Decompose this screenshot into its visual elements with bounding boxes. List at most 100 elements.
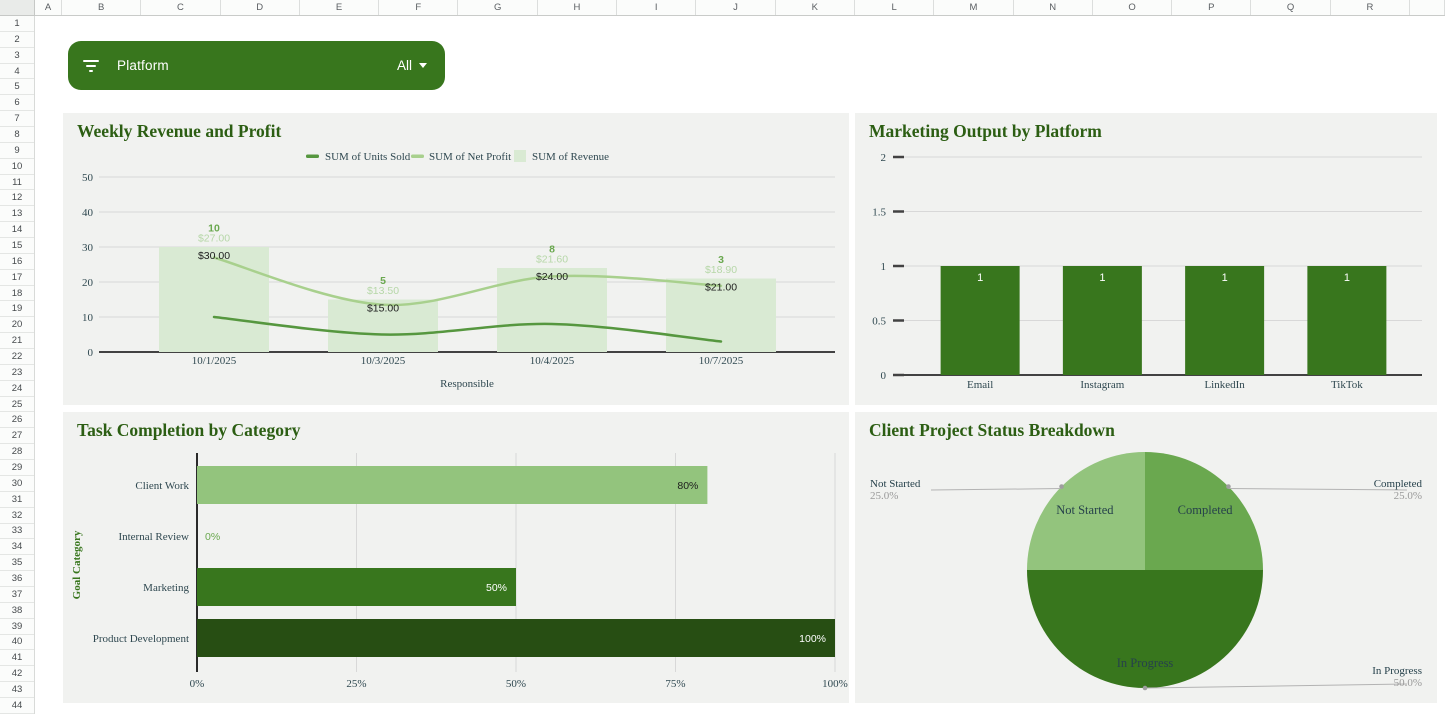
row-header-5[interactable]: 5 [0, 79, 34, 96]
column-header-Q[interactable]: Q [1251, 0, 1331, 15]
x-tick-label: 0% [190, 678, 205, 690]
x-axis-title: Responsible [440, 378, 494, 390]
row-header-8[interactable]: 8 [0, 127, 34, 143]
row-header-41[interactable]: 41 [0, 650, 34, 667]
line-series [212, 256, 723, 307]
filter-value-dropdown[interactable]: All [397, 58, 427, 73]
row-header-33[interactable]: 33 [0, 524, 34, 540]
row-header-37[interactable]: 37 [0, 587, 34, 603]
units-label: 3 [718, 254, 724, 266]
row-header-24[interactable]: 24 [0, 381, 34, 397]
column-header-H[interactable]: H [538, 0, 618, 15]
row-header-34[interactable]: 34 [0, 539, 34, 556]
column-header-A[interactable]: A [35, 0, 62, 15]
column-header-D[interactable]: D [221, 0, 300, 15]
row-header-28[interactable]: 28 [0, 444, 34, 461]
row-header-39[interactable]: 39 [0, 619, 34, 635]
platform-bar [1307, 266, 1387, 375]
column-header-B[interactable]: B [62, 0, 142, 15]
x-tick-label: LinkedIn [1204, 379, 1245, 391]
callout-percent: 50.0% [1394, 677, 1422, 689]
row-header-17[interactable]: 17 [0, 270, 34, 286]
platform-filter[interactable]: Platform All [68, 41, 445, 90]
y-tick-label: 2 [881, 152, 887, 164]
row-header-11[interactable]: 11 [0, 175, 34, 191]
column-header-M[interactable]: M [934, 0, 1014, 15]
bar-value-label: 100% [799, 633, 826, 645]
bar-value-label: 1 [1344, 272, 1350, 284]
row-header-16[interactable]: 16 [0, 254, 34, 270]
select-all-corner[interactable] [0, 0, 35, 16]
row-header-10[interactable]: 10 [0, 159, 34, 175]
legend-swatch [411, 154, 424, 158]
chart-marketing-output[interactable]: Marketing Output by Platform 0 0.5 1 1.5 2 1 1… [855, 113, 1437, 405]
x-tick-label: 10/7/2025 [699, 355, 744, 367]
row-header-3[interactable]: 3 [0, 48, 34, 64]
column-header-C[interactable]: C [141, 0, 221, 15]
line-series [212, 315, 723, 343]
row-header-6[interactable]: 6 [0, 95, 34, 112]
leader-line [1145, 683, 1408, 689]
column-header-O[interactable]: O [1093, 0, 1173, 15]
column-header-K[interactable]: K [776, 0, 855, 15]
row-header-31[interactable]: 31 [0, 492, 34, 508]
y-tick-label: 1.5 [872, 207, 886, 219]
chart-client-project-status[interactable]: Client Project Status Breakdown Complete… [855, 412, 1437, 703]
chart-task-completion[interactable]: Task Completion by Category 0% 25% 50% 75% 1… [63, 412, 849, 703]
row-header-18[interactable]: 18 [0, 286, 34, 302]
units-label: 5 [380, 275, 386, 287]
row-header-7[interactable]: 7 [0, 111, 34, 128]
y-tick-label: 40 [82, 207, 94, 219]
row-header-9[interactable]: 9 [0, 143, 34, 159]
row-header-4[interactable]: 4 [0, 64, 34, 80]
revenue-label: $21.00 [705, 282, 737, 294]
row-header-1[interactable]: 1 [0, 16, 34, 32]
x-tick-label: 10/4/2025 [530, 355, 575, 367]
column-header-J[interactable]: J [696, 0, 776, 15]
row-header-22[interactable]: 22 [0, 349, 34, 365]
column-header-E[interactable]: E [300, 0, 380, 15]
column-header-N[interactable]: N [1014, 0, 1093, 15]
column-header-F[interactable]: F [379, 0, 459, 15]
column-header-L[interactable]: L [855, 0, 935, 15]
row-header-26[interactable]: 26 [0, 412, 34, 429]
chart-weekly-revenue-profit[interactable]: Weekly Revenue and Profit SUM of Units S… [63, 113, 849, 405]
y-tick-label: 30 [82, 242, 94, 254]
row-header-23[interactable]: 23 [0, 365, 34, 381]
row-header-2[interactable]: 2 [0, 32, 34, 48]
filter-label: Platform [117, 58, 169, 73]
row-header-27[interactable]: 27 [0, 428, 34, 445]
combo-chart-svg: SUM of Units Sold SUM of Net Profit SUM of… [82, 150, 835, 390]
row-header-44[interactable]: 44 [0, 698, 34, 714]
row-header-38[interactable]: 38 [0, 603, 34, 619]
row-header-25[interactable]: 25 [0, 397, 34, 413]
row-header-42[interactable]: 42 [0, 666, 34, 683]
bar-value-label: 1 [1222, 272, 1228, 284]
row-header-21[interactable]: 21 [0, 333, 34, 350]
row-header-35[interactable]: 35 [0, 555, 34, 572]
x-tick-label: 10/1/2025 [192, 355, 237, 367]
row-header-29[interactable]: 29 [0, 460, 34, 476]
row-header-15[interactable]: 15 [0, 238, 34, 254]
row-header-40[interactable]: 40 [0, 635, 34, 651]
row-header-36[interactable]: 36 [0, 571, 34, 587]
row-header-12[interactable]: 12 [0, 190, 34, 207]
column-header-P[interactable]: P [1172, 0, 1252, 15]
column-header-G[interactable]: G [458, 0, 538, 15]
row-header-19[interactable]: 19 [0, 301, 34, 318]
callout-label: Not Started [870, 478, 921, 490]
row-header-20[interactable]: 20 [0, 317, 34, 334]
column-header-R[interactable]: R [1331, 0, 1411, 15]
row-header-13[interactable]: 13 [0, 206, 34, 223]
legend-swatch [306, 154, 319, 158]
hbar-chart-svg: 0% 25% 50% 75% 100% 80% Client Work 0% Internal … [71, 453, 848, 690]
column-header-I[interactable]: I [617, 0, 697, 15]
row-header-30[interactable]: 30 [0, 476, 34, 492]
profit-label: $18.90 [705, 264, 737, 276]
column-header-partial[interactable] [1410, 0, 1445, 15]
row-header-14[interactable]: 14 [0, 222, 34, 239]
row-header-43[interactable]: 43 [0, 682, 34, 698]
row-header-32[interactable]: 32 [0, 508, 34, 524]
revenue-bar [328, 299, 438, 352]
x-tick-label: 50% [506, 678, 526, 690]
